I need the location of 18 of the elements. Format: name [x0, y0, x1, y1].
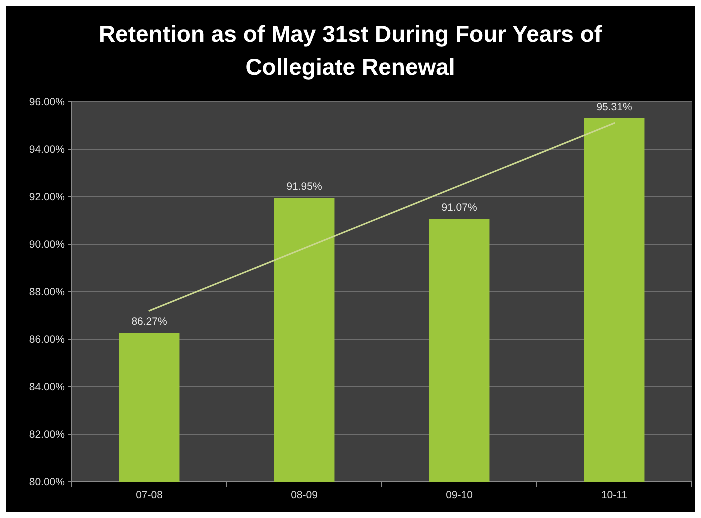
data-label: 91.95%: [286, 181, 322, 194]
y-tick-label: 96.00%: [29, 96, 65, 108]
x-tick-label: 07-08: [136, 490, 164, 502]
data-label: 95.31%: [596, 101, 632, 114]
y-tick-label: 94.00%: [29, 144, 65, 156]
x-tick-label: 10-11: [601, 490, 628, 502]
y-tick-label: 86.00%: [29, 334, 65, 346]
y-tick-label: 84.00%: [29, 381, 65, 394]
y-tick-label: 80.00%: [29, 476, 65, 488]
x-tick-label: 09-10: [446, 490, 474, 502]
y-tick-label: 90.00%: [29, 238, 65, 251]
data-label: 91.07%: [442, 202, 478, 214]
y-tick-label: 88.00%: [29, 286, 65, 298]
y-tick-label: 92.00%: [29, 191, 65, 204]
x-tick-label: 08-09: [291, 490, 318, 502]
data-label: 86.27%: [132, 316, 168, 328]
chart-title: Retention as of May 31st During Four Years of Collegiate Renewal: [98, 21, 602, 80]
y-tick-label: 82.00%: [29, 428, 65, 441]
